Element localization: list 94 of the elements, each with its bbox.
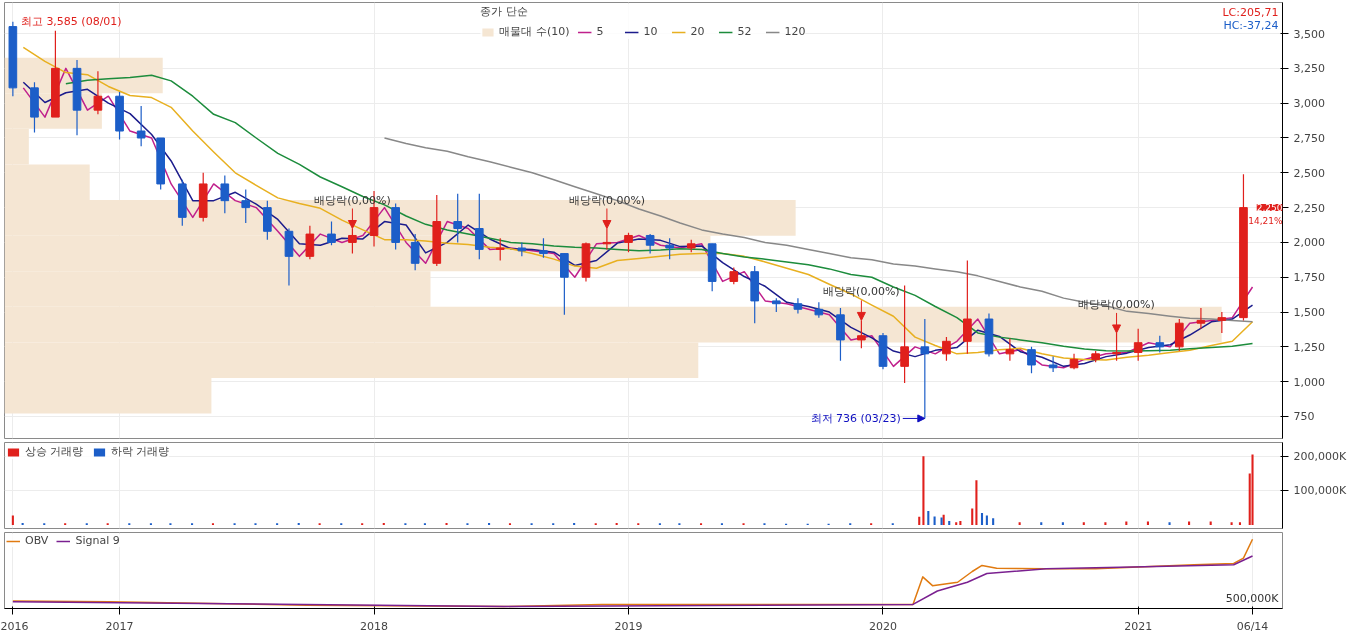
candlestick — [645, 233, 655, 255]
legend-label: 하락 거래량 — [110, 444, 169, 459]
bar — [918, 516, 921, 526]
candlestick — [1005, 337, 1015, 362]
candlestick — [560, 252, 569, 316]
bar — [1251, 454, 1254, 526]
annotation: LC:205,71 — [1222, 6, 1279, 19]
bar — [1104, 522, 1107, 526]
candlestick — [814, 301, 824, 319]
legend-label: 10 — [643, 25, 659, 38]
candlestick — [942, 336, 951, 362]
bar — [927, 510, 930, 526]
y-tick-label: 1,500 — [1293, 306, 1325, 320]
bar — [488, 523, 491, 526]
bar — [297, 523, 300, 526]
y-tick-label: 750 — [1293, 410, 1315, 424]
bar — [1018, 522, 1021, 526]
y-tick-label: 2,750 — [1293, 131, 1325, 145]
candlestick — [1217, 311, 1227, 334]
candlestick — [410, 233, 420, 271]
bar — [985, 515, 988, 526]
x-tick-label: 06/14 — [1236, 619, 1269, 633]
annotation: HC:-37,24 — [1223, 19, 1279, 32]
legend-label: 120 — [784, 25, 806, 38]
bar — [992, 518, 995, 526]
y-tick-label: 1,750 — [1293, 271, 1325, 285]
candlestick — [495, 237, 505, 262]
candlestick — [1174, 318, 1184, 352]
bar — [445, 523, 448, 526]
x-tick-label: 2017 — [105, 619, 134, 633]
bar — [1040, 522, 1043, 526]
bar — [922, 456, 925, 526]
legend-label: 매물대 수(10) — [499, 24, 570, 39]
y-tick-label: 200,000K — [1293, 449, 1347, 463]
y-tick-label: 1,250 — [1293, 340, 1325, 354]
bar — [1168, 522, 1171, 526]
y-tick-label: 2,500 — [1293, 166, 1325, 180]
legend-label: OBV — [25, 534, 49, 547]
candlestick — [1027, 346, 1036, 374]
y-tick-label: 100,000K — [1293, 484, 1347, 498]
candlestick — [136, 105, 146, 147]
bar — [573, 523, 576, 526]
candlestick — [453, 193, 463, 244]
candlestick — [474, 193, 484, 260]
candlestick — [93, 70, 103, 115]
candlestick — [539, 237, 548, 259]
bar — [980, 513, 984, 526]
bar — [1238, 522, 1242, 526]
candlestick — [900, 285, 909, 384]
candlestick — [963, 259, 972, 355]
candlestick — [263, 200, 272, 241]
legend-label: 52 — [737, 25, 753, 38]
legend-title: 종가 단순 — [480, 4, 529, 19]
x-tick-label: 2021 — [1124, 619, 1153, 633]
bar — [1230, 522, 1233, 526]
y-tick-label: 2,000 — [1293, 236, 1325, 250]
bar — [21, 523, 24, 526]
annotation: 2,250 — [1256, 203, 1283, 214]
candlestick — [665, 237, 674, 260]
y-tick-label: 1,000 — [1293, 375, 1325, 389]
y-tick-label: 3,250 — [1293, 62, 1325, 76]
annotation: 최저 736 (03/23) — [810, 411, 901, 425]
candlestick — [241, 188, 251, 224]
bar — [975, 480, 978, 526]
candlestick — [327, 220, 336, 246]
bar — [382, 523, 385, 526]
y-tick-label: 2,250 — [1293, 201, 1325, 215]
legend-label: 5 — [596, 25, 605, 38]
bar — [615, 523, 618, 526]
legend-label: 상승 거래량 — [25, 444, 84, 459]
bar — [933, 516, 936, 526]
y-tick-label: 3,500 — [1293, 27, 1325, 41]
bar — [955, 522, 958, 526]
x-tick-label: 2016 — [0, 619, 29, 633]
annotation: 14,21% — [1248, 215, 1283, 226]
candlestick — [624, 232, 633, 253]
annotation: 최고 3,585 (08/01) — [20, 15, 122, 29]
annotation: 500,000K — [1225, 592, 1280, 605]
legend-label: Signal 9 — [75, 534, 120, 547]
candlestick — [1048, 356, 1058, 373]
x-tick-label: 2018 — [360, 619, 389, 633]
bar — [1082, 522, 1085, 526]
candlestick — [1133, 328, 1143, 362]
bar — [971, 508, 974, 526]
candlestick — [1196, 307, 1206, 330]
x-tick-label: 2020 — [869, 619, 897, 633]
bar — [1061, 522, 1064, 526]
annotation: 배당락(0,00%) — [568, 193, 646, 207]
bar — [11, 515, 14, 526]
candlestick — [305, 225, 315, 260]
candlestick — [220, 174, 230, 214]
x-tick-label: 2019 — [614, 619, 643, 633]
legend-label: 20 — [690, 25, 706, 38]
y-tick-label: 3,000 — [1293, 97, 1325, 111]
